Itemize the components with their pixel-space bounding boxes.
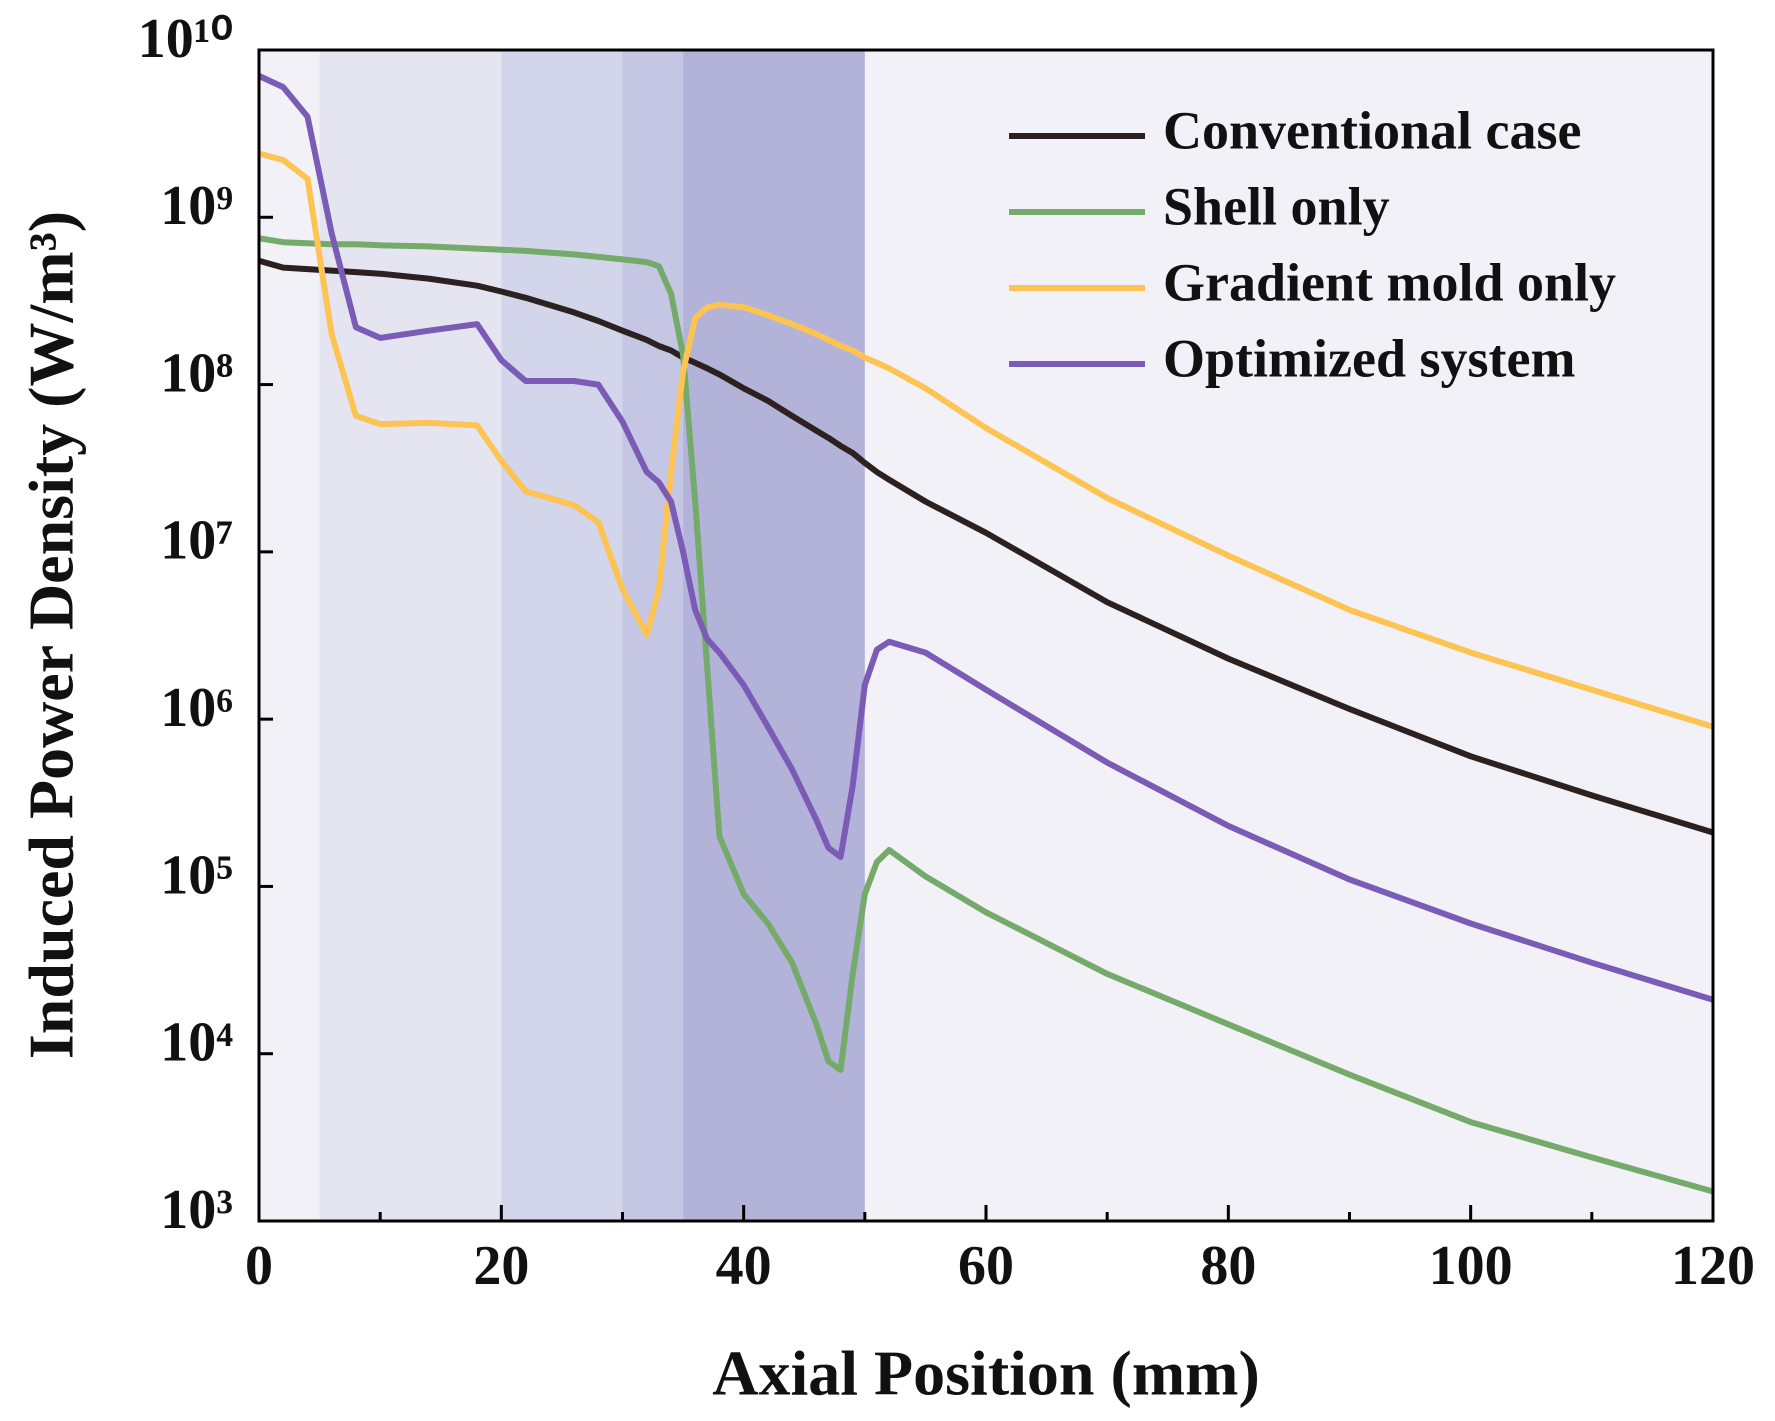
y-axis-title: Induced Power Density (W/m³) bbox=[16, 211, 87, 1059]
y-tick-label: 10⁵ bbox=[160, 844, 233, 906]
y-tick-label: 10⁸ bbox=[160, 342, 233, 404]
series-line bbox=[259, 150, 1713, 730]
y-tick-label: 10⁴ bbox=[160, 1012, 233, 1074]
shaded-region bbox=[622, 50, 684, 1221]
x-tick-label: 120 bbox=[1671, 1235, 1755, 1297]
shaded-region bbox=[501, 50, 623, 1221]
x-tick-label: 0 bbox=[245, 1235, 273, 1297]
x-tick-label: 60 bbox=[958, 1235, 1014, 1297]
shaded-region bbox=[683, 50, 865, 1221]
series-line bbox=[259, 72, 1713, 1003]
series-line bbox=[259, 235, 1713, 1195]
series-line bbox=[259, 257, 1713, 836]
y-tick-label: 10¹⁰ bbox=[138, 8, 233, 70]
legend-label: Shell only bbox=[1163, 176, 1390, 236]
legend-label: Optimized system bbox=[1163, 328, 1575, 388]
x-tick-label: 80 bbox=[1200, 1235, 1256, 1297]
y-tick-label: 10⁷ bbox=[160, 510, 233, 572]
y-tick-label: 10⁹ bbox=[160, 175, 233, 237]
legend-label: Conventional case bbox=[1163, 100, 1582, 160]
x-tick-label: 100 bbox=[1429, 1235, 1513, 1297]
y-tick-label: 10⁶ bbox=[160, 677, 233, 739]
shaded-region bbox=[319, 50, 502, 1221]
legend-label: Gradient mold only bbox=[1163, 252, 1616, 312]
x-axis-title: Axial Position (mm) bbox=[712, 1338, 1260, 1409]
x-tick-label: 40 bbox=[716, 1235, 772, 1297]
x-tick-label: 20 bbox=[473, 1235, 529, 1297]
y-tick-label: 10³ bbox=[160, 1179, 233, 1241]
